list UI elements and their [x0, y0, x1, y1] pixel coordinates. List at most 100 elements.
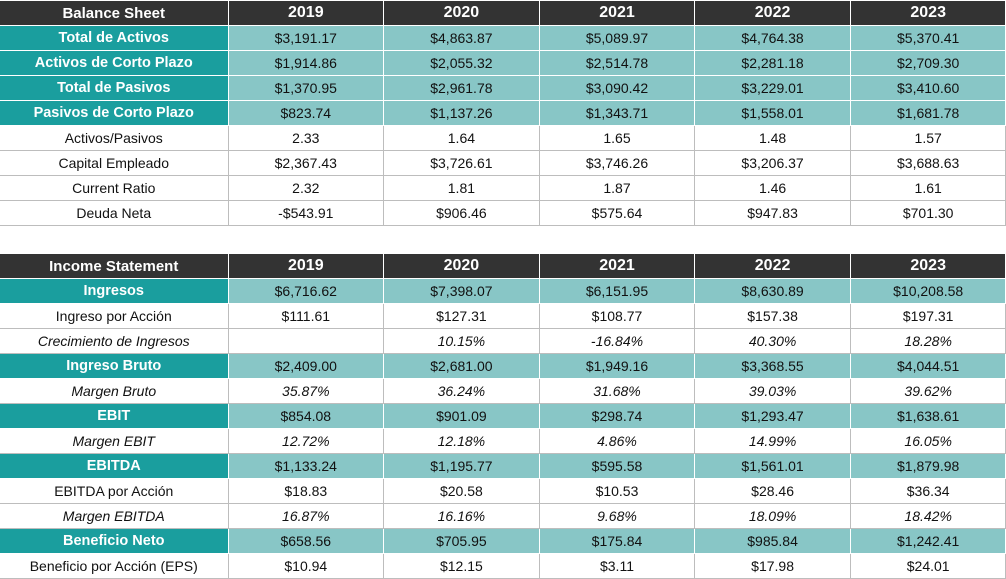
cell-value: 1.46 — [694, 175, 851, 201]
cell-value: $127.31 — [383, 303, 540, 329]
year-header: 2019 — [227, 253, 385, 279]
cell-value: $705.95 — [383, 528, 540, 554]
cell-value: 1.64 — [383, 125, 540, 151]
cell-value: 16.16% — [383, 503, 540, 529]
cell-value: $595.58 — [538, 453, 696, 479]
cell-value: $28.46 — [694, 478, 851, 504]
cell-value: $1,133.24 — [227, 453, 385, 479]
cell-value: $4,764.38 — [694, 25, 851, 51]
cell-value: $7,398.07 — [383, 278, 540, 304]
cell-value: $4,044.51 — [849, 353, 1006, 379]
table-row: EBITDA por Acción $18.83 $20.58 $10.53 $28.4… — [0, 478, 1006, 504]
cell-value: $3,726.61 — [383, 150, 540, 176]
cell-value: $6,151.95 — [538, 278, 696, 304]
cell-value: 36.24% — [383, 378, 540, 404]
year-header: 2023 — [849, 253, 1006, 279]
cell-value: $8,630.89 — [694, 278, 851, 304]
cell-value: $3,368.55 — [694, 353, 851, 379]
cell-value: 9.68% — [538, 503, 696, 529]
cell-value: 10.15% — [383, 328, 540, 354]
row-label: Total de Activos — [0, 25, 229, 51]
cell-value: $1,370.95 — [227, 75, 385, 101]
cell-value: $575.64 — [538, 200, 696, 226]
cell-value: $1,914.86 — [227, 50, 385, 76]
cell-value: $2,709.30 — [849, 50, 1006, 76]
year-header: 2021 — [538, 253, 696, 279]
cell-value: $10.94 — [227, 553, 385, 579]
table-row: Ingresos $6,716.62 $7,398.07 $6,151.95 $8,63… — [0, 278, 1006, 304]
row-label: Margen Bruto — [0, 378, 229, 404]
cell-value: $1,561.01 — [694, 453, 851, 479]
cell-value: $906.46 — [383, 200, 540, 226]
cell-value: 16.87% — [227, 503, 385, 529]
cell-value: $1,242.41 — [849, 528, 1006, 554]
cell-value: $298.74 — [538, 403, 696, 429]
cell-value: $1,343.71 — [538, 100, 696, 126]
cell-value: $1,195.77 — [383, 453, 540, 479]
cell-value: 18.09% — [694, 503, 851, 529]
cell-value: $1,137.26 — [383, 100, 540, 126]
cell-value: $3,410.60 — [849, 75, 1006, 101]
cell-value: $4,863.87 — [383, 25, 540, 51]
cell-value: -$543.91 — [227, 200, 385, 226]
row-label: Ingreso Bruto — [0, 353, 229, 379]
table-row: Capital Empleado $2,367.43 $3,726.61 $3,746… — [0, 150, 1006, 176]
cell-value: 12.72% — [227, 428, 385, 454]
table-row: Beneficio Neto $658.56 $705.95 $175.84 $985.… — [0, 528, 1006, 554]
cell-value: $108.77 — [538, 303, 696, 329]
cell-value: $175.84 — [538, 528, 696, 554]
cell-value: $197.31 — [849, 303, 1006, 329]
row-label: EBITDA — [0, 453, 229, 479]
cell-value: 1.61 — [849, 175, 1006, 201]
cell-value: 1.57 — [849, 125, 1006, 151]
cell-value: $701.30 — [849, 200, 1006, 226]
cell-value: $20.58 — [383, 478, 540, 504]
row-label: Pasivos de Corto Plazo — [0, 100, 229, 126]
table-row: EBITDA $1,133.24 $1,195.77 $595.58 $1,561.01… — [0, 453, 1006, 479]
cell-value: $3,746.26 — [538, 150, 696, 176]
table-row: Current Ratio 2.32 1.81 1.87 1.46 1.61 — [0, 175, 1006, 201]
balance-sheet-header-row: Balance Sheet 2019 2020 2021 2022 2023 — [0, 0, 1006, 26]
row-label: Total de Pasivos — [0, 75, 229, 101]
cell-value: $2,367.43 — [227, 150, 385, 176]
cell-value: 39.03% — [694, 378, 851, 404]
cell-value: $6,716.62 — [227, 278, 385, 304]
cell-value: $823.74 — [227, 100, 385, 126]
cell-value: 35.87% — [227, 378, 385, 404]
cell-value: 1.48 — [694, 125, 851, 151]
cell-value: $17.98 — [694, 553, 851, 579]
cell-value: $5,370.41 — [849, 25, 1006, 51]
row-label: Margen EBITDA — [0, 503, 229, 529]
table-row: Margen EBITDA 16.87% 16.16% 9.68% 18.09% 18.4… — [0, 503, 1006, 529]
year-header: 2020 — [383, 0, 540, 26]
cell-value: $3,688.63 — [849, 150, 1006, 176]
cell-value: 1.65 — [538, 125, 696, 151]
cell-value: $2,409.00 — [227, 353, 385, 379]
cell-value: 12.18% — [383, 428, 540, 454]
table-row: Beneficio por Acción (EPS) $10.94 $12.15 $3… — [0, 553, 1006, 579]
cell-value: $3,191.17 — [227, 25, 385, 51]
cell-value: $111.61 — [227, 303, 385, 329]
income-statement-body: Ingresos $6,716.62 $7,398.07 $6,151.95 $8,63… — [0, 278, 1006, 579]
year-header: 2020 — [383, 253, 540, 279]
row-label: Ingresos — [0, 278, 229, 304]
row-label: Crecimiento de Ingresos — [0, 328, 229, 354]
cell-value: $1,681.78 — [849, 100, 1006, 126]
cell-value: -16.84% — [538, 328, 696, 354]
cell-value: $36.34 — [849, 478, 1006, 504]
cell-value: $3.11 — [538, 553, 696, 579]
cell-value: 4.86% — [538, 428, 696, 454]
cell-value: $157.38 — [694, 303, 851, 329]
row-label: EBITDA por Acción — [0, 478, 229, 504]
table-row: Margen EBIT 12.72% 12.18% 4.86% 14.99% 16.05% — [0, 428, 1006, 454]
cell-value: $854.08 — [227, 403, 385, 429]
year-header: 2022 — [694, 0, 851, 26]
cell-value: 2.33 — [227, 125, 385, 151]
row-label: EBIT — [0, 403, 229, 429]
cell-value: $1,293.47 — [694, 403, 851, 429]
table-row: Crecimiento de Ingresos 10.15% -16.84% 40.3… — [0, 328, 1006, 354]
table-row: Activos/Pasivos 2.33 1.64 1.65 1.48 1.57 — [0, 125, 1006, 151]
cell-value: $2,055.32 — [383, 50, 540, 76]
row-label: Beneficio Neto — [0, 528, 229, 554]
table-row: Total de Activos $3,191.17 $4,863.87 $5,089… — [0, 25, 1006, 51]
